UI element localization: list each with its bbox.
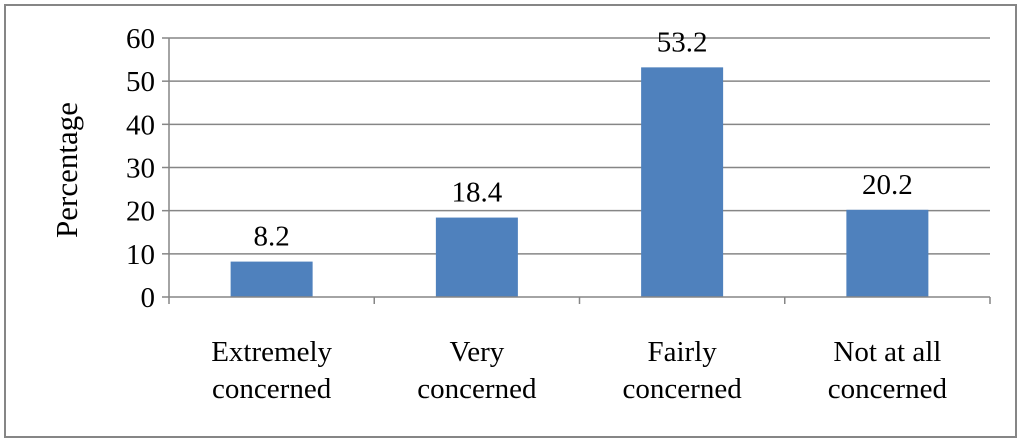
y-tick-label: 20 [126, 196, 155, 228]
data-label-0: 8.2 [254, 221, 290, 253]
y-tick-label: 60 [126, 23, 155, 55]
y-tick-labels: 0 10 20 30 40 50 60 [126, 23, 155, 314]
data-labels: 8.2 18.4 53.2 20.2 [254, 26, 913, 252]
data-label-3: 20.2 [862, 169, 913, 201]
data-label-1: 18.4 [452, 177, 503, 209]
bar-0 [230, 261, 313, 297]
x-tick-label-2-0: Fairly [647, 336, 717, 368]
bars [230, 67, 929, 297]
bar-2 [641, 67, 724, 297]
bar-1 [435, 217, 518, 297]
y-tick-label: 40 [126, 109, 155, 141]
bar-3 [846, 209, 929, 297]
axes [162, 37, 991, 304]
y-tick-label: 10 [126, 239, 155, 271]
x-tick-labels: Extremely concerned Very concerned Fairly con… [211, 336, 947, 405]
x-tick-label-3-0: Not at all [833, 336, 941, 368]
y-tick-label: 0 [141, 282, 156, 314]
x-tick-label-1-1: concerned [417, 373, 537, 405]
y-tick-label: 50 [126, 66, 155, 98]
x-tick-label-0-1: concerned [212, 373, 332, 405]
y-axis-title: Percentage [49, 102, 84, 238]
x-tick-label-3-1: concerned [828, 373, 948, 405]
data-label-2: 53.2 [657, 26, 708, 58]
x-tick-label-2-1: concerned [623, 373, 743, 405]
y-tick-label: 30 [126, 153, 155, 185]
x-tick-label-1-0: Very [449, 336, 504, 368]
x-tick-label-0-0: Extremely [211, 336, 332, 368]
